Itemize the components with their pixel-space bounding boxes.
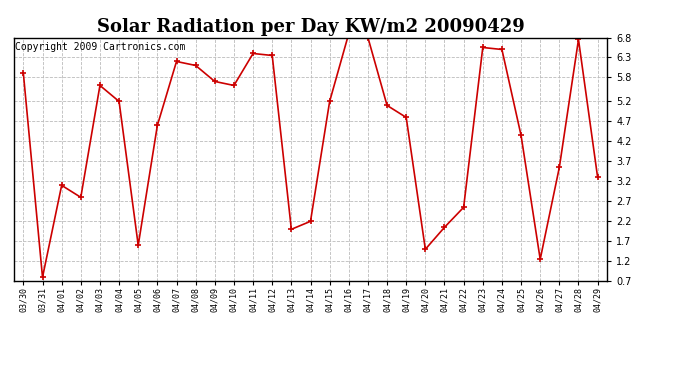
Title: Solar Radiation per Day KW/m2 20090429: Solar Radiation per Day KW/m2 20090429 [97,18,524,36]
Text: Copyright 2009 Cartronics.com: Copyright 2009 Cartronics.com [15,42,186,52]
